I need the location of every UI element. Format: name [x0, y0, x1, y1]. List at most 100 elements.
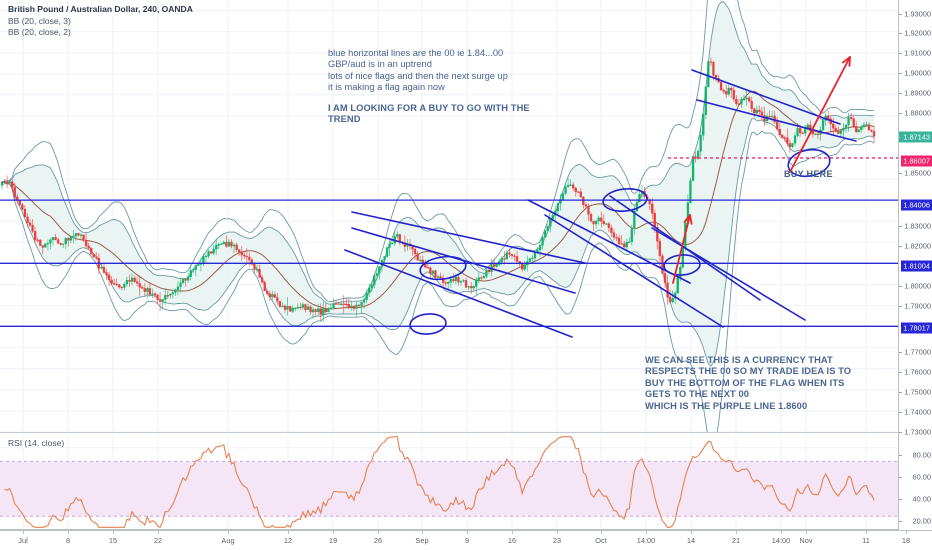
time-axis-tick [806, 531, 807, 534]
price-axis-label: 1.77000 [904, 347, 931, 357]
grid-lines [0, 0, 898, 432]
time-axis-label: 11 [862, 536, 870, 545]
price-axis-tick [899, 412, 902, 413]
bollinger-band-fill [2, 1, 875, 367]
time-axis-tick [68, 531, 69, 534]
time-axis-label: 14 [686, 536, 696, 545]
price-axis-label: 1.75000 [904, 387, 931, 397]
time-axis-label: Sep [415, 536, 429, 545]
time-axis-tick [113, 531, 114, 534]
time-axis-label: Aug [221, 536, 235, 545]
price-axis[interactable]: 1.93000 1.92000 1.91000 1.90000 1.89000 1.880… [898, 0, 932, 530]
time-axis-tick [378, 531, 379, 534]
time-axis-divider [0, 529, 932, 530]
price-axis-tick [899, 246, 902, 247]
price-axis-tick [899, 286, 902, 287]
time-axis-label: 21 [731, 536, 741, 545]
price-badge-blue[interactable]: 1.81004 [901, 260, 932, 272]
price-badge-pink[interactable]: 1.86007 [901, 155, 932, 167]
price-axis-tick [899, 14, 902, 15]
time-axis-tick [646, 531, 647, 534]
time-axis-tick [557, 531, 558, 534]
price-axis-tick [899, 113, 902, 114]
price-axis-tick [899, 33, 902, 34]
price-axis-label: 1.76000 [904, 367, 931, 377]
time-axis-tick [906, 531, 907, 534]
ellipse-annotations[interactable] [409, 147, 832, 336]
rsi-axis-tick [899, 455, 902, 456]
time-axis-label: Nov [799, 536, 813, 545]
bollinger-basis-line [1, 90, 875, 310]
rsi-axis-tick [899, 477, 902, 478]
price-axis-tick [899, 173, 902, 174]
rsi-chart-pane[interactable] [0, 434, 898, 530]
time-axis-label: 8 [65, 536, 71, 545]
price-axis-tick [899, 306, 902, 307]
price-axis-tick [899, 352, 902, 353]
arrow-annotations[interactable] [672, 56, 851, 284]
price-axis-label: 1.83000 [904, 221, 931, 231]
price-axis-tick [899, 53, 902, 54]
rsi-axis-label: 40.00 [912, 494, 932, 504]
time-axis-tick [736, 531, 737, 534]
price-axis-label: 1.73000 [904, 427, 931, 437]
rsi-axis-label: 60.00 [912, 472, 932, 482]
time-axis-label: 23 [552, 536, 562, 545]
time-axis-label: Jul [18, 536, 28, 545]
rsi-axis-tick [899, 521, 902, 522]
price-axis-label: 1.93000 [904, 9, 931, 19]
time-axis-label: Oct [595, 536, 607, 545]
horizontal-price-lines[interactable] [0, 157, 898, 327]
price-badge-blue[interactable]: 1.84006 [901, 199, 932, 211]
price-axis-label: 1.91000 [904, 48, 931, 58]
rsi-axis-label: 80.00 [912, 450, 932, 460]
time-axis-tick [691, 531, 692, 534]
price-axis-label: 1.82000 [904, 241, 931, 251]
price-axis-label: 1.80000 [904, 281, 931, 291]
price-axis-label: 1.89000 [904, 88, 931, 98]
time-axis-label: 26 [373, 536, 383, 545]
price-axis-label: 1.85000 [904, 168, 931, 178]
rsi-axis-tick [899, 499, 902, 500]
price-axis-tick [899, 93, 902, 94]
time-axis-tick [422, 531, 423, 534]
price-axis-tick [899, 392, 902, 393]
time-axis-tick [228, 531, 229, 534]
time-axis-tick [333, 531, 334, 534]
time-axis-tick [467, 531, 468, 534]
time-axis-tick [781, 531, 782, 534]
time-axis-label: 9 [464, 536, 470, 545]
rsi-chart-svg[interactable] [0, 434, 898, 530]
pane-divider [0, 432, 898, 433]
time-axis-tick [288, 531, 289, 534]
trend-lines[interactable] [344, 69, 857, 338]
price-axis-tick [899, 73, 902, 74]
rsi-line [4, 436, 875, 529]
price-axis-tick [899, 372, 902, 373]
time-axis-label: 12 [283, 536, 293, 545]
price-badge-blue[interactable]: 1.78017 [901, 322, 932, 334]
price-axis-label: 1.74000 [904, 407, 931, 417]
time-axis-label: 22 [153, 536, 163, 545]
price-axis-label: 1.92000 [904, 28, 931, 38]
price-chart-svg[interactable] [0, 0, 898, 432]
time-axis-label: 19 [328, 536, 338, 545]
time-axis-tick [866, 531, 867, 534]
time-axis-tick [158, 531, 159, 534]
price-axis-label: 1.90000 [904, 68, 931, 78]
rsi-axis-label: 20.00 [912, 516, 932, 526]
time-axis-tick [512, 531, 513, 534]
time-axis-tick [601, 531, 602, 534]
price-badge-green[interactable]: GBPAUD · 1.87143 [899, 131, 932, 143]
time-axis-label: 15 [108, 536, 118, 545]
annotation-buy-here[interactable]: BUY HERE [784, 169, 833, 179]
price-axis-tick [899, 432, 902, 433]
price-chart-pane[interactable] [0, 0, 898, 432]
time-axis-tick [23, 531, 24, 534]
candlesticks[interactable] [0, 57, 876, 322]
time-axis[interactable]: Jul 8 15 22 Aug 12 19 26 Sep 9 16 23 Oct 14:00 14 21 14:… [0, 530, 932, 550]
time-axis-label: 18 [901, 536, 911, 545]
price-axis-label: 1.88000 [904, 108, 931, 118]
price-axis-tick [899, 226, 902, 227]
